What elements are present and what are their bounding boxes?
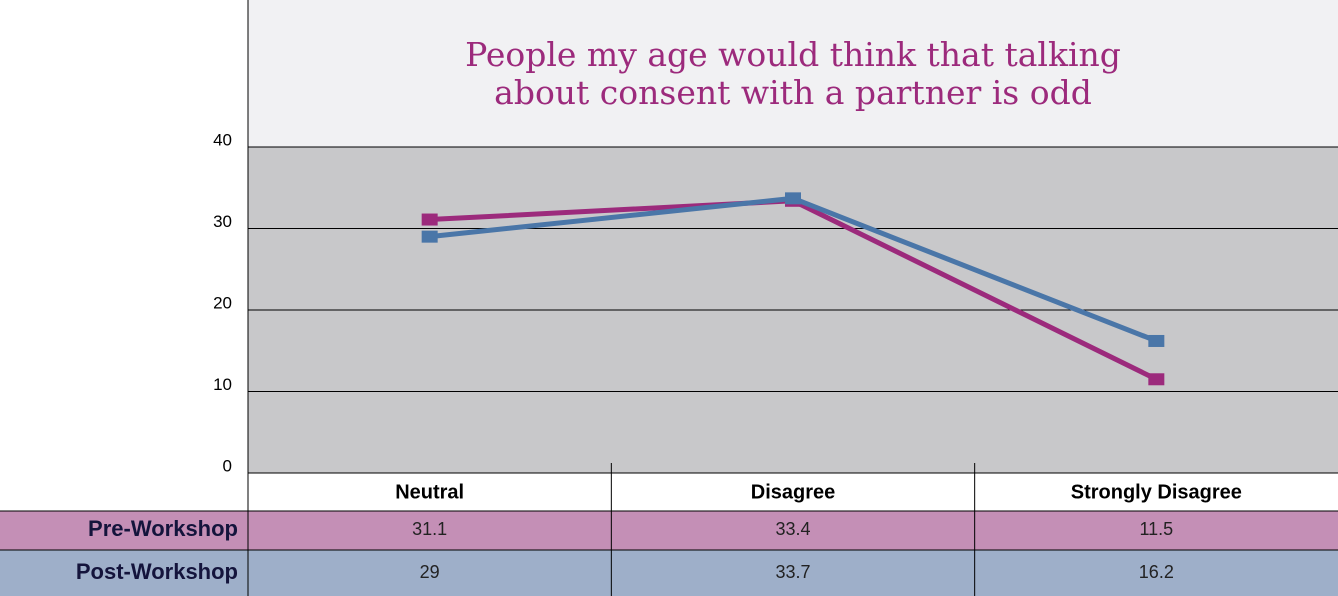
y-tick-label: 20 xyxy=(213,293,232,312)
x-tick-label: Strongly Disagree xyxy=(1071,481,1242,503)
y-tick-label: 0 xyxy=(223,456,232,475)
table-header xyxy=(248,473,1338,511)
pre-row xyxy=(0,511,1338,550)
y-tick-label: 40 xyxy=(213,130,232,149)
point-marker xyxy=(1148,334,1165,347)
post-row xyxy=(0,550,1338,596)
table-value: 33.7 xyxy=(775,562,810,582)
point-marker xyxy=(421,213,438,226)
x-tick-label: Neutral xyxy=(395,481,464,503)
title-box: People my age would think that talking a… xyxy=(248,0,1338,147)
table-value: 16.2 xyxy=(1139,562,1174,582)
table-value: 29 xyxy=(420,562,440,582)
x-tick-label: Disagree xyxy=(751,481,836,503)
legend-label: Post-Workshop xyxy=(76,559,238,584)
table-value: 31.1 xyxy=(412,519,447,539)
point-marker xyxy=(421,230,438,243)
y-tick-label: 30 xyxy=(213,212,232,231)
title-area xyxy=(248,0,1338,147)
table-value: 33.4 xyxy=(775,519,810,539)
legend-label: Pre-Workshop xyxy=(88,516,238,541)
y-tick-label: 10 xyxy=(213,375,232,394)
point-marker xyxy=(1148,373,1165,386)
chart-title: People my age would think that talking a… xyxy=(465,34,1121,112)
table-value: 11.5 xyxy=(1139,519,1173,539)
point-marker xyxy=(785,192,801,205)
